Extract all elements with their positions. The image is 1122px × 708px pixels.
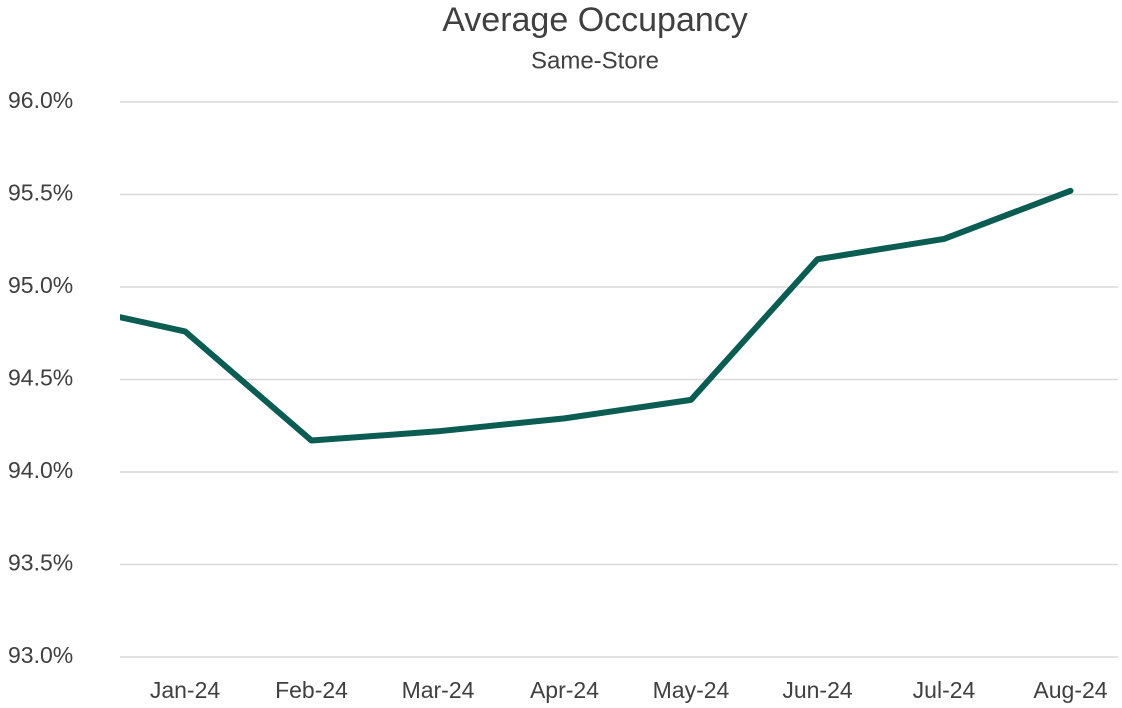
x-tick-label: Jul-24 bbox=[913, 677, 976, 703]
x-tick-label: Aug-24 bbox=[1033, 677, 1107, 703]
y-tick-label: 95.0% bbox=[8, 272, 73, 298]
y-tick-label: 96.0% bbox=[8, 87, 73, 113]
y-tick-label: 93.5% bbox=[8, 550, 73, 576]
chart-subtitle: Same-Store bbox=[531, 47, 659, 74]
grid bbox=[120, 101, 1118, 658]
chart-title: Average Occupancy bbox=[442, 1, 748, 39]
data-line bbox=[120, 187, 1074, 444]
y-tick-label: 93.0% bbox=[8, 642, 73, 668]
x-tick-label: Jun-24 bbox=[782, 677, 853, 703]
x-tick-label: Feb-24 bbox=[275, 677, 348, 703]
x-tick-label: Jan-24 bbox=[150, 677, 221, 703]
y-tick-label: 94.5% bbox=[8, 365, 73, 391]
y-tick-label: 94.0% bbox=[8, 457, 73, 483]
x-tick-label: Mar-24 bbox=[402, 677, 475, 703]
plot-area bbox=[120, 187, 1074, 444]
x-tick-label: Apr-24 bbox=[530, 677, 599, 703]
x-tick-label: May-24 bbox=[653, 677, 730, 703]
y-tick-label: 95.5% bbox=[8, 180, 73, 206]
